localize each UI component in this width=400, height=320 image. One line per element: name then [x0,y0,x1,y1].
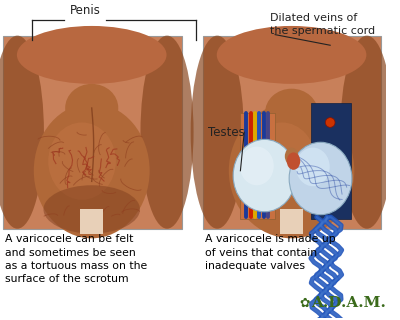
Ellipse shape [17,26,166,84]
Bar [280,209,303,234]
Bar [240,113,275,219]
Ellipse shape [265,89,318,137]
Ellipse shape [140,36,194,229]
Bar [203,36,381,229]
Text: Penis: Penis [70,4,100,17]
Ellipse shape [285,148,298,165]
Text: A varicocele can be felt
and sometimes be seen
as a tortuous mass on the
surface: A varicocele can be felt and sometimes b… [5,235,147,284]
Ellipse shape [289,142,352,215]
Text: A.D.A.M.: A.D.A.M. [311,296,386,310]
Ellipse shape [240,147,274,185]
Ellipse shape [44,185,140,234]
Ellipse shape [217,26,366,84]
Ellipse shape [191,36,244,229]
Ellipse shape [34,103,150,238]
Bar [80,209,103,234]
Ellipse shape [233,140,296,212]
Bar [311,103,352,219]
Circle shape [325,118,335,127]
Bar [3,36,182,229]
Text: Dilated veins of
the spermatic cord: Dilated veins of the spermatic cord [270,13,376,36]
Ellipse shape [287,152,300,170]
Text: ✿: ✿ [299,297,310,310]
Ellipse shape [340,36,394,229]
Ellipse shape [48,123,116,200]
Ellipse shape [65,84,118,132]
Ellipse shape [0,36,44,229]
Text: A varicocele is made up
of veins that contain
inadequate valves: A varicocele is made up of veins that co… [205,235,336,271]
Ellipse shape [229,103,354,238]
Text: Testes: Testes [208,126,244,139]
Ellipse shape [296,148,330,186]
Ellipse shape [248,123,316,200]
